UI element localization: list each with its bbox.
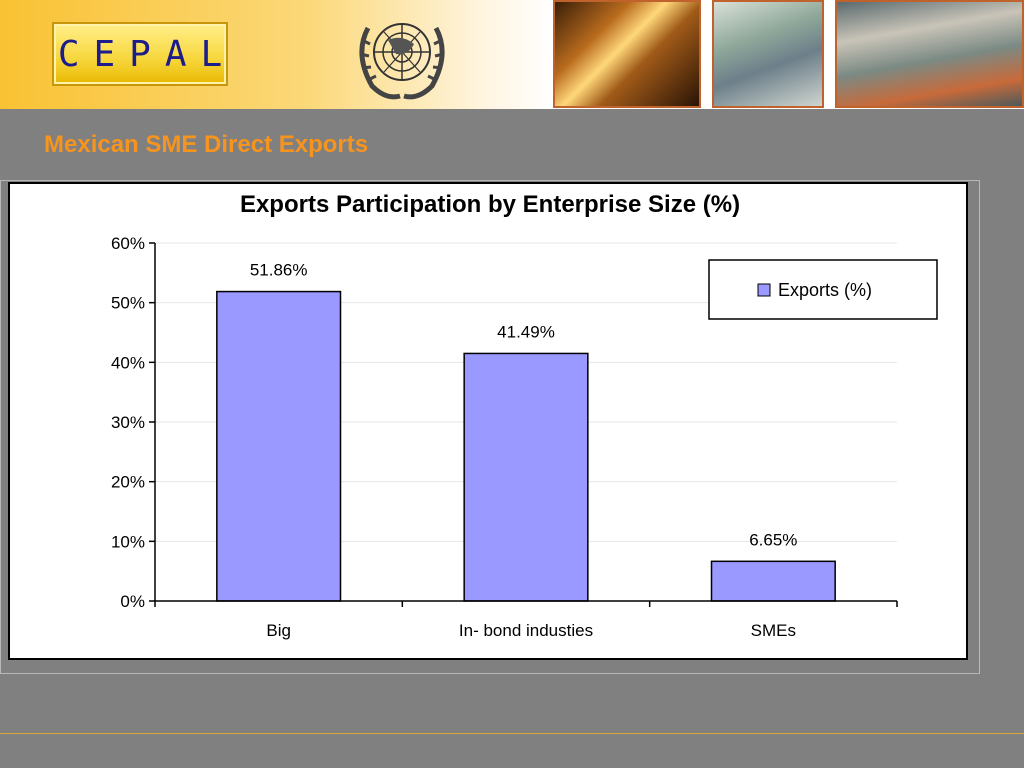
- chart-frame: Exports Participation by Enterprise Size…: [8, 182, 968, 660]
- x-tick-label: In- bond industies: [459, 621, 593, 640]
- y-tick-label: 40%: [111, 353, 145, 372]
- data-label: 41.49%: [497, 322, 555, 341]
- cepal-logo: CEPAL: [52, 22, 228, 86]
- bar: [463, 352, 589, 602]
- data-label: 6.65%: [749, 530, 797, 549]
- photo-office-workers: [712, 0, 824, 108]
- legend-box: [708, 259, 938, 320]
- y-tick-label: 0%: [120, 592, 145, 611]
- y-tick-label: 10%: [111, 532, 145, 551]
- y-tick-label: 50%: [111, 294, 145, 313]
- y-tick-label: 30%: [111, 413, 145, 432]
- slide-title: Mexican SME Direct Exports: [44, 131, 369, 158]
- chart-title: Exports Participation by Enterprise Size…: [240, 191, 740, 218]
- y-tick-label: 20%: [111, 473, 145, 492]
- photo-factory-workers: [835, 0, 1024, 108]
- x-tick-label: SMEs: [751, 621, 796, 640]
- background-table-grid: [0, 180, 980, 674]
- bar: [216, 290, 342, 602]
- legend-swatch: [757, 283, 771, 297]
- un-emblem-icon: [359, 23, 445, 100]
- y-tick-label: 60%: [111, 234, 145, 253]
- footer-divider: [0, 733, 1024, 734]
- bar-chart: Exports Participation by Enterprise Size…: [111, 191, 938, 640]
- x-tick-label: Big: [266, 621, 291, 640]
- header-banner: CEPAL: [0, 0, 1024, 109]
- legend-label: Exports (%): [778, 280, 872, 300]
- bar: [710, 560, 836, 602]
- cepal-logo-text: CEPAL: [57, 33, 237, 75]
- data-label: 51.86%: [250, 261, 308, 280]
- photo-industrial-machinery: [553, 0, 701, 108]
